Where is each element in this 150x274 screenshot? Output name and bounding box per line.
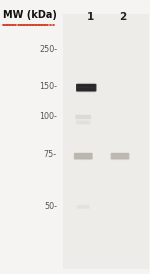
FancyBboxPatch shape	[112, 158, 128, 160]
FancyBboxPatch shape	[75, 153, 92, 156]
FancyBboxPatch shape	[111, 153, 129, 159]
Bar	[63, 14, 148, 269]
Text: 2: 2	[119, 12, 127, 22]
FancyBboxPatch shape	[112, 152, 128, 155]
FancyBboxPatch shape	[112, 153, 128, 156]
FancyBboxPatch shape	[75, 152, 92, 155]
Text: 1: 1	[86, 12, 94, 22]
FancyBboxPatch shape	[74, 153, 93, 159]
FancyBboxPatch shape	[77, 88, 95, 91]
Text: 150-: 150-	[39, 82, 57, 91]
FancyBboxPatch shape	[75, 156, 92, 159]
Text: MW (kDa): MW (kDa)	[3, 10, 57, 19]
FancyBboxPatch shape	[77, 90, 95, 92]
FancyBboxPatch shape	[77, 205, 90, 209]
Text: 50-: 50-	[44, 202, 57, 211]
Text: 75-: 75-	[44, 150, 57, 159]
FancyBboxPatch shape	[76, 84, 96, 92]
Text: 250-: 250-	[39, 45, 57, 54]
FancyBboxPatch shape	[75, 115, 91, 119]
FancyBboxPatch shape	[77, 83, 95, 86]
FancyBboxPatch shape	[75, 158, 92, 160]
Text: 100-: 100-	[39, 112, 57, 121]
FancyBboxPatch shape	[77, 84, 95, 87]
FancyBboxPatch shape	[76, 121, 90, 124]
FancyBboxPatch shape	[112, 156, 128, 159]
